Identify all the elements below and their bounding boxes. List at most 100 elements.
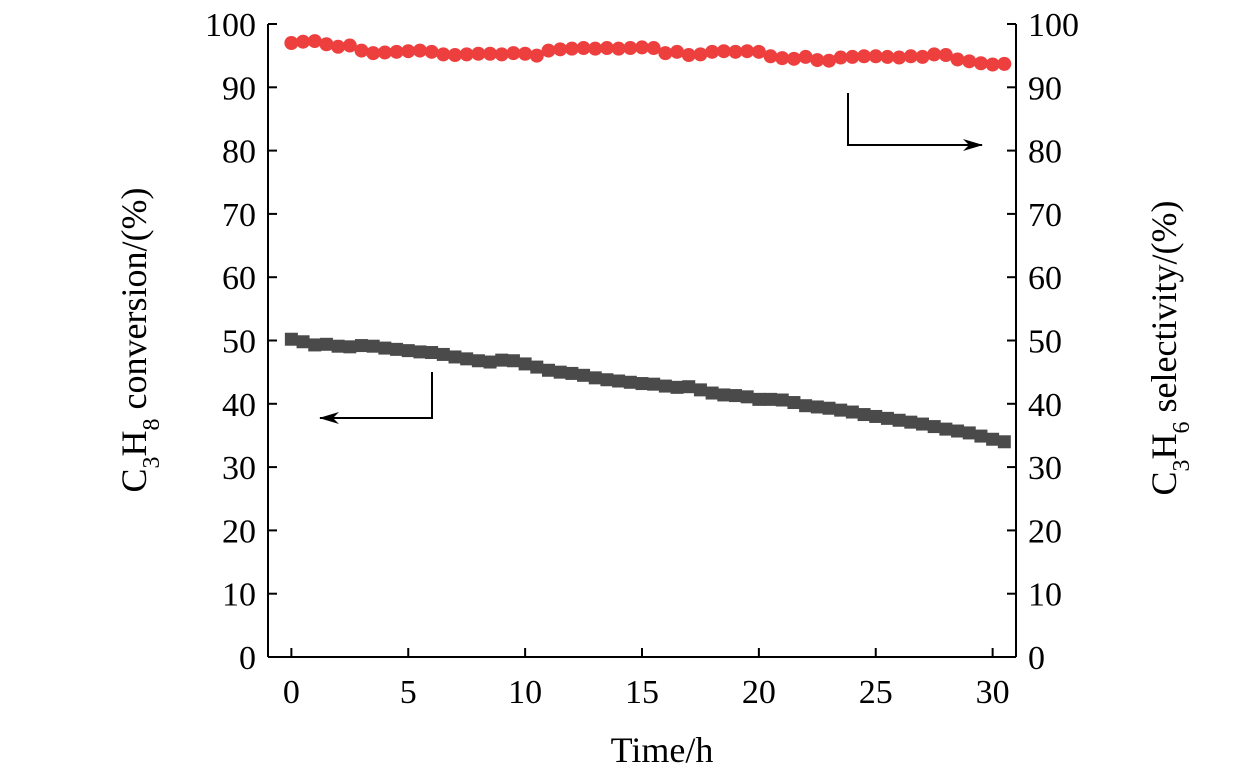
data-point [997, 435, 1011, 449]
left-y-axis-title: C3H8 conversion/(%) [114, 188, 165, 493]
data-point [436, 47, 451, 62]
left-y-tick-label: 20 [222, 513, 256, 550]
x-tick-label: 15 [625, 674, 659, 711]
data-point [950, 52, 965, 67]
data-point [915, 49, 930, 64]
left-y-tick-label: 70 [222, 197, 256, 234]
left-y-tick-label: 80 [222, 134, 256, 171]
data-point [938, 48, 953, 63]
data-point [670, 44, 685, 59]
data-point [670, 380, 684, 394]
x-tick-label: 0 [283, 674, 300, 711]
data-point [658, 46, 673, 61]
data-point [307, 34, 322, 49]
data-point [985, 57, 1000, 72]
right-y-tick-label: 30 [1028, 450, 1062, 487]
data-point [296, 34, 311, 49]
data-point [390, 342, 404, 356]
data-point [366, 46, 381, 61]
data-point [296, 335, 310, 349]
data-point [471, 354, 485, 368]
data-point [764, 392, 778, 406]
data-point [483, 46, 498, 61]
data-point [577, 368, 591, 382]
x-tick-label: 30 [976, 674, 1010, 711]
data-point [973, 56, 988, 71]
data-point [682, 380, 696, 394]
data-point [717, 388, 731, 402]
data-point [412, 43, 427, 58]
data-point [389, 44, 404, 59]
data-point [366, 339, 380, 353]
left-y-tick-label: 0 [239, 640, 256, 677]
left-y-ticks: 0 10 20 30 40 50 60 70 80 90 100 [205, 7, 277, 677]
data-point [284, 332, 298, 346]
right-y-tick-label: 80 [1028, 134, 1062, 171]
data-point [716, 44, 731, 59]
right-y-tick-label: 10 [1028, 577, 1062, 614]
data-point [892, 413, 906, 427]
left-y-tick-label: 60 [222, 260, 256, 297]
data-point [834, 403, 848, 417]
data-series [284, 34, 1012, 449]
data-point [868, 49, 883, 64]
data-point [822, 53, 836, 68]
data-point [460, 352, 474, 366]
data-point [530, 360, 544, 374]
data-point [588, 371, 602, 385]
right-y-tick-label: 90 [1028, 70, 1062, 107]
data-point [413, 345, 427, 359]
data-point [810, 400, 824, 414]
data-point [354, 43, 369, 58]
data-point [962, 54, 977, 69]
data-point [857, 49, 872, 64]
data-point [962, 426, 976, 440]
data-point [951, 424, 965, 438]
data-point [459, 47, 474, 62]
data-point [927, 47, 942, 62]
data-point [658, 379, 672, 393]
data-point [494, 47, 509, 62]
right-y-tick-label: 70 [1028, 197, 1062, 234]
data-point [763, 49, 778, 64]
left-y-tick-label: 50 [222, 324, 256, 361]
data-point [740, 390, 754, 404]
right-axis-arrow [847, 93, 983, 151]
data-point [553, 42, 568, 57]
data-point [553, 365, 567, 379]
data-point [588, 41, 603, 56]
right-y-tick-label: 60 [1028, 260, 1062, 297]
right-y-axis-title: C3H6 selectivity/(%) [1144, 201, 1195, 496]
data-point [506, 46, 521, 61]
right-y-tick-label: 0 [1028, 640, 1045, 677]
data-point [740, 44, 755, 59]
data-point [471, 46, 486, 61]
data-point [331, 39, 346, 54]
series-c3h8-conversion [284, 332, 1011, 449]
data-point [681, 48, 696, 63]
data-point [436, 347, 450, 361]
data-point [822, 401, 836, 415]
data-point [786, 51, 801, 66]
left-y-tick-label: 30 [222, 450, 256, 487]
data-point [798, 49, 813, 64]
right-y-tick-label: 20 [1028, 513, 1062, 550]
data-point [506, 354, 520, 368]
left-y-tick-label: 90 [222, 70, 256, 107]
data-point [775, 51, 790, 66]
data-point [892, 50, 907, 65]
right-y-tick-label: 40 [1028, 387, 1062, 424]
data-point [611, 41, 626, 56]
x-tick-label: 20 [742, 674, 776, 711]
data-point [308, 338, 322, 352]
data-point [880, 411, 894, 425]
data-point [495, 353, 509, 367]
data-point [705, 44, 720, 59]
x-tick-label: 25 [859, 674, 893, 711]
data-point [857, 408, 871, 422]
data-point [425, 346, 439, 360]
left-axis-arrow [319, 372, 433, 424]
data-point [647, 377, 661, 391]
x-ticks: 0 5 10 15 20 25 30 [283, 648, 1010, 711]
data-point [448, 350, 462, 364]
